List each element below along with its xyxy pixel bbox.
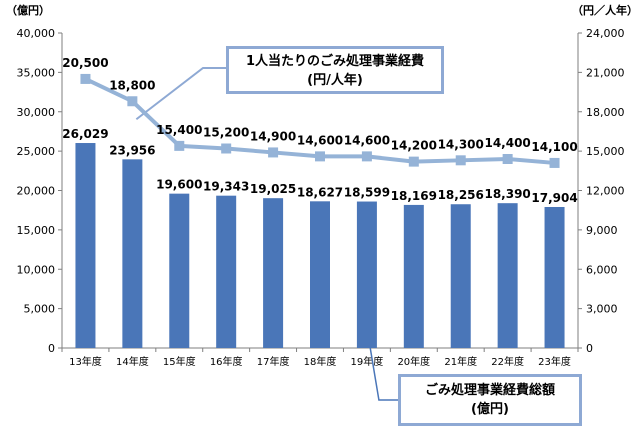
x-tick-label: 21年度: [444, 355, 477, 368]
line-value-label: 14,900: [250, 129, 296, 143]
bar-callout-connector: [366, 327, 398, 401]
bar-callout-unit: (億円): [471, 402, 509, 417]
bar: [497, 203, 518, 348]
bar: [263, 198, 284, 348]
bar-value-label: 18,390: [484, 187, 530, 201]
left-tick-label: 30,000: [17, 106, 56, 119]
line-point: [268, 147, 279, 158]
x-tick-label: 16年度: [210, 355, 243, 368]
x-tick-label: 14年度: [116, 355, 149, 368]
axes: 0 5,000 10,000 15,000 20,000 25,000 30,000 35,0…: [17, 27, 625, 368]
line-value-label: 14,300: [438, 137, 484, 151]
bar: [356, 201, 377, 348]
bar-series: [75, 143, 565, 348]
bar-value-label: 18,256: [438, 188, 484, 202]
bar: [544, 207, 565, 348]
right-tick-label: 21,000: [586, 66, 625, 79]
line-point: [174, 140, 185, 151]
line-callout-title: 1人当たりのごみ処理事業経費: [245, 54, 425, 69]
x-tick-label: 17年度: [257, 355, 290, 368]
line-point: [315, 151, 325, 162]
line-point: [502, 154, 513, 164]
line-series-callout: 1人当たりのごみ処理事業経費 (円/人年): [226, 46, 444, 94]
x-tick-label: 23年度: [538, 355, 571, 368]
right-tick-label: 3,000: [586, 303, 618, 316]
x-tick-label: 18年度: [304, 355, 337, 368]
line-value-label: 18,800: [109, 78, 155, 92]
right-tick-label: 15,000: [586, 145, 625, 158]
line-value-label: 15,400: [156, 123, 202, 137]
bar-value-label: 26,029: [62, 127, 108, 141]
bar: [75, 143, 96, 348]
line-value-label: 15,200: [203, 126, 249, 140]
line-point: [549, 157, 560, 168]
line-point: [221, 143, 232, 154]
x-tick-label: 15年度: [163, 355, 196, 368]
line-point: [80, 73, 91, 84]
line-series: [80, 73, 560, 168]
x-tick-label: 20年度: [397, 355, 430, 368]
left-tick-label: 35,000: [17, 66, 56, 79]
line-value-label: 20,500: [62, 56, 108, 70]
left-tick-label: 0: [48, 342, 55, 355]
left-tick-label: 25,000: [17, 145, 56, 158]
left-tick-label: 15,000: [17, 224, 56, 237]
bar: [169, 193, 190, 348]
line-point: [361, 151, 372, 162]
line-value-label: 14,600: [344, 133, 390, 147]
left-tick-label: 20,000: [17, 185, 56, 198]
bar-value-label: 19,025: [250, 182, 296, 196]
bar-value-label: 18,599: [344, 186, 390, 200]
bar-value-label: 17,904: [531, 191, 577, 205]
bar-value-label: 19,600: [156, 178, 202, 192]
bar: [216, 195, 237, 348]
bar-value-label: 23,956: [109, 143, 155, 157]
bar-value-label: 18,169: [391, 189, 437, 203]
line-point: [455, 155, 466, 166]
x-tick-label: 13年度: [69, 355, 102, 368]
bar: [403, 204, 424, 348]
right-tick-label: 6,000: [586, 263, 618, 276]
bar: [122, 159, 143, 348]
line-value-label: 14,100: [531, 140, 577, 154]
line-point: [408, 156, 419, 167]
bar: [450, 204, 471, 348]
left-tick-label: 10,000: [17, 263, 56, 276]
left-tick-label: 40,000: [17, 27, 56, 40]
left-tick-label: 5,000: [24, 303, 56, 316]
bar-value-label: 18,627: [297, 185, 343, 199]
line-value-label: 14,200: [391, 139, 437, 153]
x-tick-label: 22年度: [491, 355, 524, 368]
right-tick-label: 18,000: [586, 106, 625, 119]
bar-value-label: 19,343: [203, 180, 249, 194]
line-value-label: 14,400: [484, 136, 530, 150]
line-point: [127, 96, 138, 107]
right-tick-label: 0: [586, 342, 593, 355]
line-value-label: 14,600: [297, 133, 343, 147]
right-axis-unit: （円／人年）: [572, 4, 638, 17]
right-tick-label: 12,000: [586, 185, 625, 198]
left-axis-unit: （億円）: [6, 4, 50, 17]
bar-callout-title: ごみ処理事業経費総額: [424, 383, 555, 398]
right-tick-label: 24,000: [586, 27, 625, 40]
line-callout-connector: [135, 67, 226, 121]
x-tick-label: 19年度: [351, 355, 384, 368]
bar: [310, 201, 330, 348]
callout-connectors: [135, 67, 398, 401]
bar-series-callout: ごみ処理事業経費総額 (億円): [398, 374, 582, 426]
line-callout-unit: (円/人年): [307, 73, 363, 88]
right-tick-label: 9,000: [586, 224, 618, 237]
